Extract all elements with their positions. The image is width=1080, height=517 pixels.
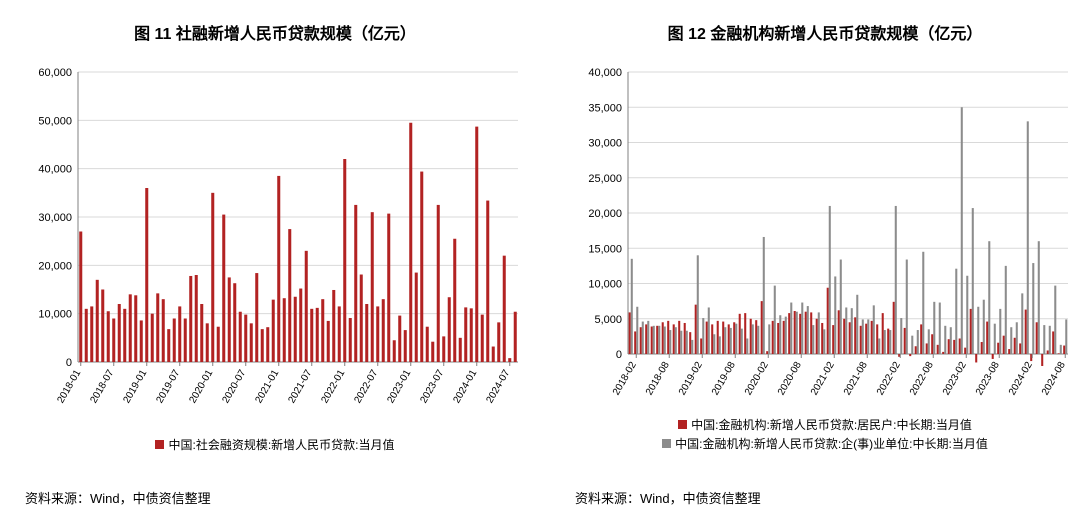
svg-text:30,000: 30,000 [38, 212, 72, 224]
svg-text:2019-08: 2019-08 [710, 360, 738, 398]
svg-text:2021-01: 2021-01 [253, 368, 281, 406]
svg-text:20,000: 20,000 [588, 208, 622, 220]
svg-text:2021-02: 2021-02 [809, 360, 837, 398]
chart-11-container: 0 10,000 20,000 30,000 40,000 50,000 60,000 201… [20, 64, 530, 482]
legend-swatch-red [155, 440, 164, 449]
right-panel: 图 12 金融机构新增人民币贷款规模（亿元） 0 5,000 10,000 15,00… [550, 0, 1080, 517]
svg-text:2018-01: 2018-01 [55, 368, 83, 406]
svg-text:40,000: 40,000 [588, 67, 622, 79]
svg-text:15,000: 15,000 [588, 243, 622, 255]
legend-swatch-grey [662, 439, 671, 448]
svg-text:2023-01: 2023-01 [385, 368, 413, 406]
svg-text:2024-02: 2024-02 [1007, 360, 1035, 398]
svg-text:2022-08: 2022-08 [908, 360, 936, 398]
svg-text:0: 0 [66, 357, 72, 369]
svg-text:10,000: 10,000 [588, 279, 622, 291]
chart-11-title: 图 11 社融新增人民币贷款规模（亿元） [20, 20, 530, 44]
svg-text:2021-08: 2021-08 [842, 360, 870, 398]
svg-text:2020-01: 2020-01 [187, 368, 215, 406]
svg-text:35,000: 35,000 [588, 102, 622, 114]
svg-text:50,000: 50,000 [38, 115, 72, 127]
svg-text:2018-02: 2018-02 [611, 360, 639, 398]
svg-text:5,000: 5,000 [594, 314, 622, 326]
chart-12-container: 0 5,000 10,000 15,000 20,000 25,000 30,000 35,0… [570, 64, 1080, 482]
chart-12-svg: 0 5,000 10,000 15,000 20,000 25,000 30,000 35,0… [570, 64, 1080, 414]
svg-text:10,000: 10,000 [38, 309, 72, 321]
legend-swatch-red [678, 420, 687, 429]
chart-12-legend-label-1: 中国:金融机构:新增人民币贷款:居民户:中长期:当月值 [691, 416, 972, 433]
svg-text:25,000: 25,000 [588, 173, 622, 185]
svg-text:2023-08: 2023-08 [974, 360, 1002, 398]
svg-text:2019-07: 2019-07 [154, 368, 182, 406]
svg-text:2019-01: 2019-01 [121, 368, 149, 406]
svg-text:2020-02: 2020-02 [743, 360, 771, 398]
svg-text:2023-07: 2023-07 [418, 368, 446, 406]
svg-text:2021-07: 2021-07 [286, 368, 314, 406]
svg-text:2022-02: 2022-02 [875, 360, 903, 398]
chart-11-svg: 0 10,000 20,000 30,000 40,000 50,000 60,000 201… [20, 64, 530, 434]
chart-12-title: 图 12 金融机构新增人民币贷款规模（亿元） [570, 20, 1080, 44]
left-panel: 图 11 社融新增人民币贷款规模（亿元） 0 10,000 20,000 30,000… [0, 0, 550, 517]
svg-text:2024-07: 2024-07 [484, 368, 512, 406]
svg-text:2019-02: 2019-02 [677, 360, 705, 398]
svg-text:30,000: 30,000 [588, 138, 622, 150]
svg-text:2022-07: 2022-07 [352, 368, 380, 406]
svg-text:2020-08: 2020-08 [776, 360, 804, 398]
svg-text:20,000: 20,000 [38, 260, 72, 272]
svg-text:2024-01: 2024-01 [451, 368, 479, 406]
chart-11-legend-label: 中国:社会融资规模:新增人民币贷款:当月值 [168, 436, 394, 453]
chart-12-legend-label-2: 中国:金融机构:新增人民币贷款:企(事)业单位:中长期:当月值 [675, 435, 988, 452]
svg-text:2022-01: 2022-01 [319, 368, 347, 406]
svg-text:2020-07: 2020-07 [220, 368, 248, 406]
chart-11-legend: 中国:社会融资规模:新增人民币贷款:当月值 [20, 436, 530, 453]
svg-text:2023-02: 2023-02 [941, 360, 969, 398]
svg-text:2018-08: 2018-08 [644, 360, 672, 398]
chart-12-legend-2: 中国:金融机构:新增人民币贷款:企(事)业单位:中长期:当月值 [570, 435, 1080, 452]
chart-12-source: 资料来源：Wind，中债资信整理 [570, 488, 1080, 507]
svg-text:0: 0 [616, 349, 622, 361]
svg-text:2018-07: 2018-07 [88, 368, 116, 406]
chart-11-source: 资料来源：Wind，中债资信整理 [20, 488, 530, 507]
svg-text:2024-08: 2024-08 [1040, 360, 1068, 398]
svg-text:60,000: 60,000 [38, 67, 72, 79]
svg-text:40,000: 40,000 [38, 164, 72, 176]
chart-12-legend-1: 中国:金融机构:新增人民币贷款:居民户:中长期:当月值 [570, 416, 1080, 433]
